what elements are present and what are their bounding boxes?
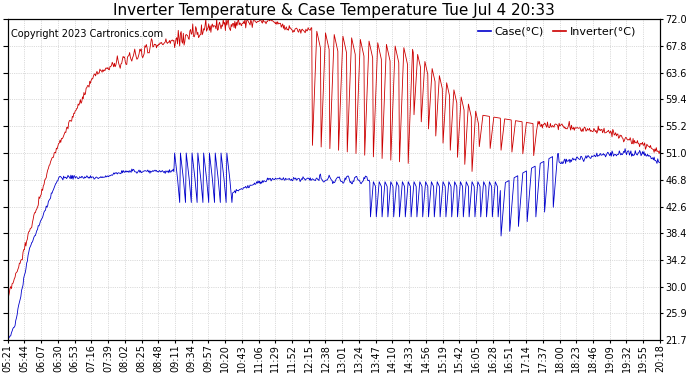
Legend: Case(°C), Inverter(°C): Case(°C), Inverter(°C) — [473, 22, 640, 41]
Text: Copyright 2023 Cartronics.com: Copyright 2023 Cartronics.com — [11, 28, 163, 39]
Title: Inverter Temperature & Case Temperature Tue Jul 4 20:33: Inverter Temperature & Case Temperature … — [113, 3, 555, 18]
